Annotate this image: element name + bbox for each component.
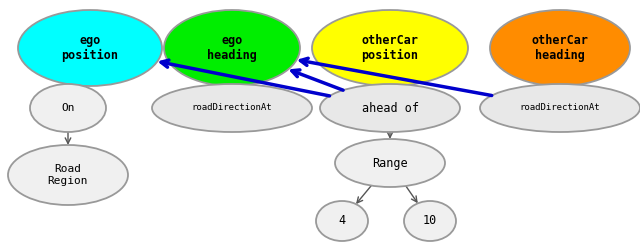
Text: ahead of: ahead of (362, 102, 419, 114)
Ellipse shape (335, 139, 445, 187)
Text: ego
position: ego position (61, 34, 118, 62)
Ellipse shape (8, 145, 128, 205)
Ellipse shape (490, 10, 630, 86)
Text: Road
Region: Road Region (48, 164, 88, 186)
Text: Range: Range (372, 156, 408, 170)
Text: roadDirectionAt: roadDirectionAt (520, 104, 600, 113)
Ellipse shape (164, 10, 300, 86)
Ellipse shape (320, 84, 460, 132)
Ellipse shape (152, 84, 312, 132)
Text: roadDirectionAt: roadDirectionAt (192, 104, 272, 113)
Text: otherCar
position: otherCar position (362, 34, 419, 62)
Ellipse shape (480, 84, 640, 132)
Text: ego
heading: ego heading (207, 34, 257, 62)
Text: 4: 4 (339, 215, 346, 227)
Ellipse shape (404, 201, 456, 241)
Text: otherCar
heading: otherCar heading (531, 34, 589, 62)
Ellipse shape (18, 10, 162, 86)
Ellipse shape (30, 84, 106, 132)
Ellipse shape (312, 10, 468, 86)
Ellipse shape (316, 201, 368, 241)
Text: On: On (61, 103, 75, 113)
Text: 10: 10 (423, 215, 437, 227)
